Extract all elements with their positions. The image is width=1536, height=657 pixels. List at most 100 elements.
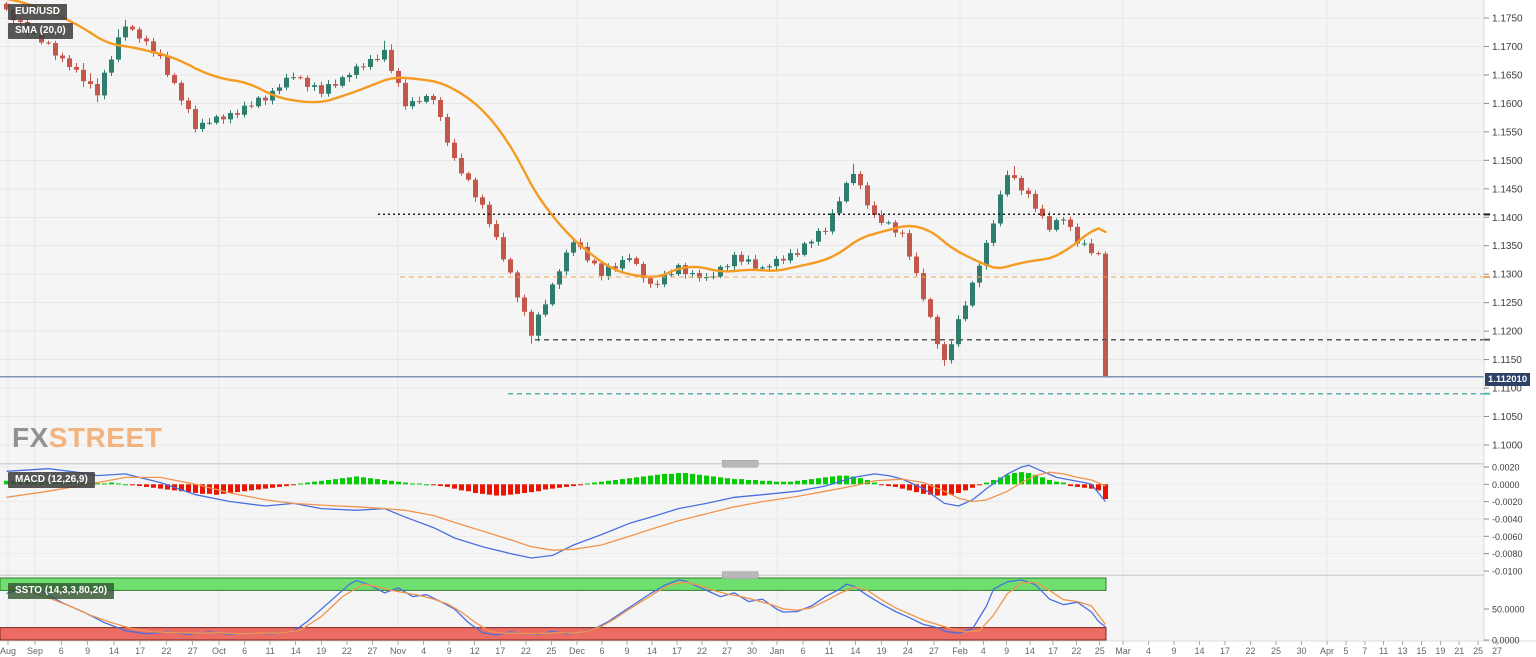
macd-histogram-bar <box>753 479 758 485</box>
macd-histogram-bar <box>935 484 940 496</box>
price-axis-bg <box>1484 0 1536 641</box>
price-axis-label: 1.1300 <box>1492 270 1523 281</box>
macd-histogram-bar <box>949 484 954 495</box>
pane-divider-handle[interactable] <box>721 571 759 579</box>
macd-histogram-bar <box>578 484 583 486</box>
date-axis-label: 30 <box>1296 646 1306 656</box>
candle-body <box>151 41 156 54</box>
candle-body <box>375 58 380 60</box>
macd-signal-line <box>6 471 1106 551</box>
date-axis-label: 7 <box>1362 646 1367 656</box>
candle-body <box>760 267 765 269</box>
macd-histogram-bar <box>207 484 212 494</box>
candle-body <box>207 122 212 124</box>
candle-body <box>753 259 758 269</box>
price-axis-label: 1.1750 <box>1492 14 1523 25</box>
macd-histogram-bar <box>459 484 464 491</box>
candle-body <box>1061 219 1066 221</box>
candle-body <box>361 66 366 68</box>
candle-body <box>669 274 674 276</box>
date-axis-label: 22 <box>521 646 531 656</box>
macd-histogram-bar <box>1019 472 1024 485</box>
candle-body <box>711 276 716 278</box>
sma-line <box>7 0 1107 279</box>
macd-axis-label: 0.0020 <box>1492 462 1520 472</box>
candle-body <box>1033 193 1038 209</box>
macd-histogram-bar <box>438 484 443 487</box>
candle-body <box>1068 219 1073 227</box>
candle-body <box>1026 190 1031 194</box>
candle-body <box>872 205 877 215</box>
date-axis-label: 24 <box>903 646 913 656</box>
candle-body <box>592 260 597 264</box>
macd-histogram-bar <box>585 483 590 485</box>
macd-histogram-bar <box>382 479 387 485</box>
candle-body <box>788 253 793 261</box>
macd-histogram-bar <box>298 483 303 485</box>
date-axis[interactable]: Aug Sep 6 9 14 17 22 27 Oct 6 11 14 19 22 27 Nov 4 9 12 17 2… <box>0 641 1502 656</box>
candle-body <box>536 314 541 336</box>
macd-histogram-bar <box>571 484 576 487</box>
date-axis-label: 25 <box>1473 646 1483 656</box>
macd-histogram-bar <box>543 484 548 490</box>
date-axis-label: 27 <box>188 646 198 656</box>
macd-histogram-bar <box>809 479 814 485</box>
ssto-indicator-badge[interactable]: SSTO (14,3,3,80,20) <box>8 583 115 599</box>
candle-body <box>354 66 359 75</box>
macd-histogram-bar <box>977 484 982 486</box>
candle-body <box>102 72 107 96</box>
macd-histogram-bar <box>879 484 884 486</box>
candle-body <box>795 253 800 255</box>
candle-body <box>263 97 268 101</box>
date-axis-label: Apr <box>1320 646 1334 656</box>
date-axis-label: 17 <box>1220 646 1230 656</box>
macd-histogram-bar <box>319 480 324 485</box>
macd-histogram-bar <box>452 484 457 489</box>
candle-body <box>655 283 660 285</box>
candle-body <box>641 263 646 279</box>
ssto-axis-label: 0.0000 <box>1492 636 1520 646</box>
macd-histogram-bar <box>928 484 933 495</box>
macd-axis-label: -0.0020 <box>1492 497 1523 507</box>
date-axis-label: 22 <box>1071 646 1081 656</box>
macd-histogram-bar <box>1068 484 1073 487</box>
date-axis-label: 11 <box>825 646 834 656</box>
macd-indicator-badge[interactable]: MACD (12,26,9) <box>8 472 95 488</box>
macd-histogram-bar <box>494 484 499 496</box>
candle-body <box>571 242 576 253</box>
date-axis-label: Mar <box>1115 646 1131 656</box>
macd-histogram-bar <box>697 474 702 485</box>
candle-body <box>627 258 632 260</box>
candle-body <box>543 304 548 315</box>
macd-histogram-bar <box>424 484 429 486</box>
macd-histogram-bar <box>165 484 170 490</box>
pane-divider-handle[interactable] <box>721 459 759 468</box>
macd-histogram-bar <box>305 482 310 485</box>
symbol-badge[interactable]: EUR/USD <box>8 4 68 20</box>
date-axis-label: 17 <box>135 646 145 656</box>
candle-body <box>193 109 198 130</box>
macd-histogram-bar <box>557 484 562 488</box>
macd-histogram-bar <box>858 478 863 485</box>
macd-histogram-bar <box>1005 474 1010 485</box>
sma-indicator-badge[interactable]: SMA (20,0) <box>8 23 73 39</box>
macd-histogram-bar <box>655 474 660 485</box>
candle-body <box>949 344 954 361</box>
macd-histogram-bar <box>627 478 632 485</box>
macd-histogram-bar <box>746 479 751 485</box>
macd-histogram-bar <box>1075 484 1080 487</box>
candle-body <box>697 273 702 279</box>
macd-histogram-bar <box>326 479 331 485</box>
price-axis-label: 1.1400 <box>1492 213 1523 224</box>
candle-body <box>473 179 478 198</box>
macd-histogram-bar <box>403 482 408 485</box>
date-axis-label: 27 <box>929 646 939 656</box>
candle-body <box>326 84 331 94</box>
candle-body <box>984 242 989 266</box>
macd-axis-label: -0.0040 <box>1492 514 1523 524</box>
candle-body <box>95 84 100 96</box>
date-axis-label: 9 <box>1004 646 1009 656</box>
